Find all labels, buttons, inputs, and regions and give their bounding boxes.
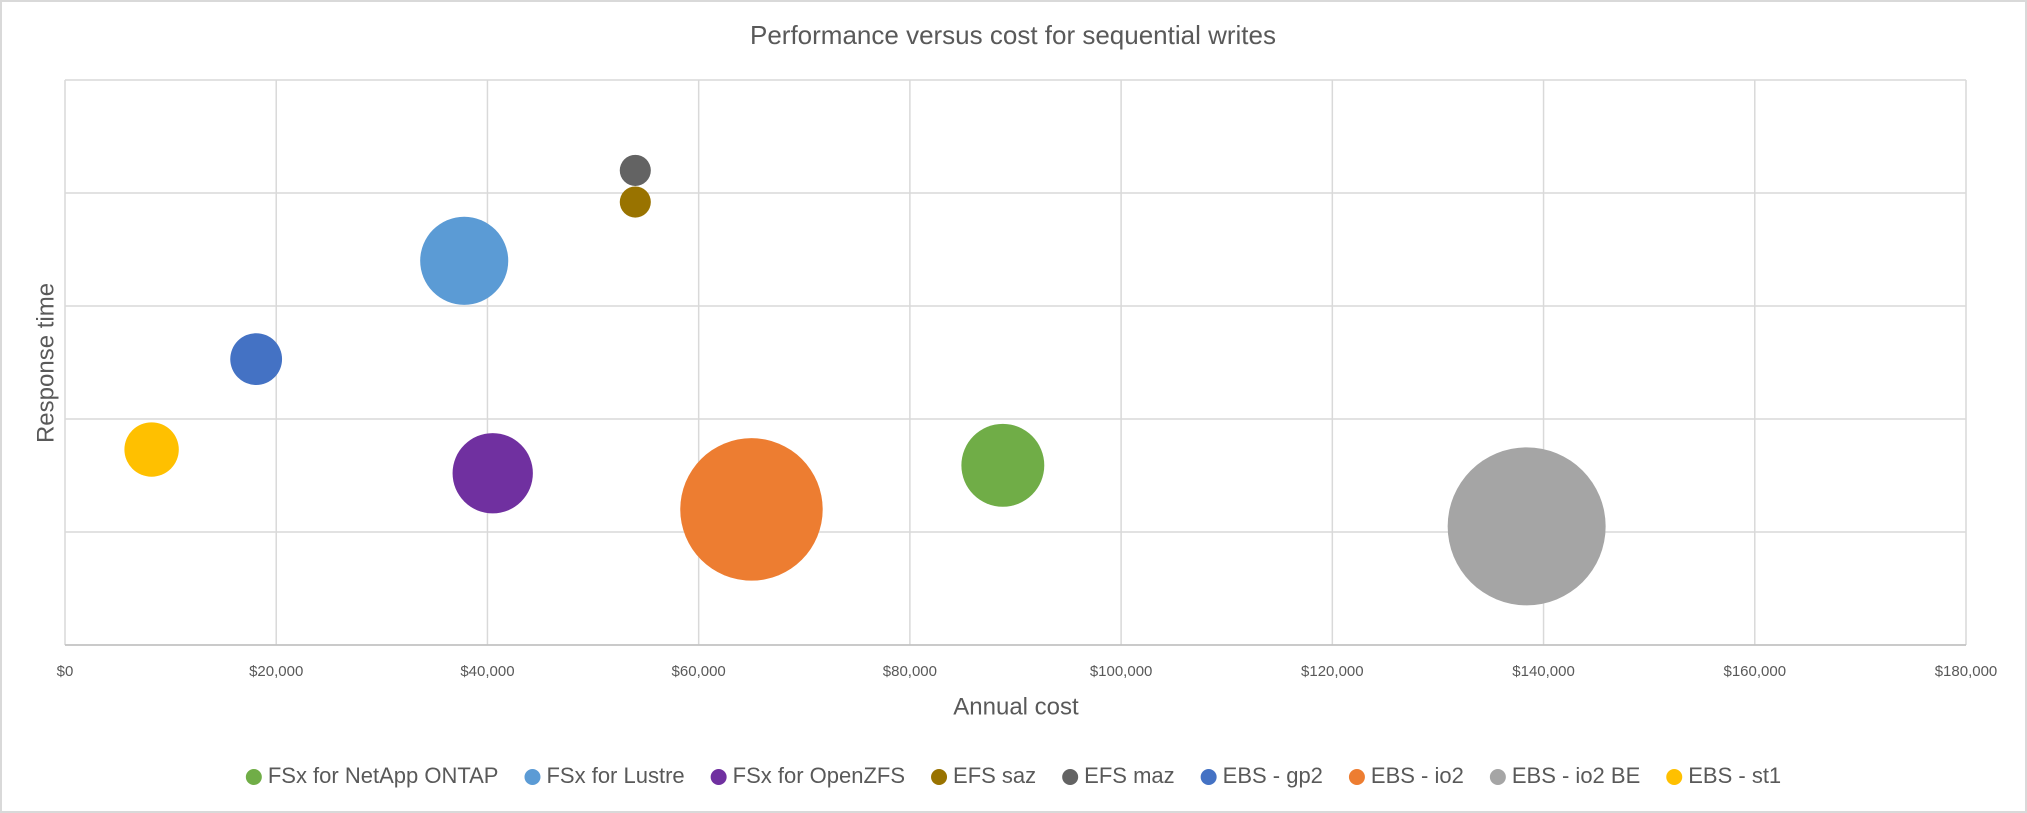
bubble bbox=[124, 422, 179, 477]
legend-marker bbox=[245, 769, 262, 785]
x-tick-label: $0 bbox=[57, 663, 74, 680]
x-tick-label: $140,000 bbox=[1512, 663, 1575, 680]
legend-label: FSx for OpenZFS bbox=[733, 763, 905, 788]
legend-marker bbox=[1489, 769, 1506, 785]
bubble bbox=[452, 433, 533, 514]
bubble bbox=[420, 216, 509, 305]
legend-marker bbox=[931, 769, 948, 785]
legend-marker bbox=[1200, 769, 1217, 785]
legend-marker bbox=[710, 769, 727, 785]
bubble bbox=[680, 438, 823, 581]
x-tick-label: $160,000 bbox=[1723, 663, 1786, 680]
legend-marker bbox=[1348, 769, 1365, 785]
legend-label: EFS saz bbox=[953, 763, 1036, 788]
y-axis-title: Response time bbox=[32, 283, 59, 443]
x-tick-label: $180,000 bbox=[1935, 663, 1998, 680]
x-tick-label: $80,000 bbox=[883, 663, 937, 680]
bubble bbox=[619, 154, 651, 186]
x-tick-label: $120,000 bbox=[1301, 663, 1364, 680]
legend-label: EFS maz bbox=[1084, 763, 1174, 788]
x-tick-label: $40,000 bbox=[460, 663, 514, 680]
x-tick-label: $60,000 bbox=[672, 663, 726, 680]
legend-label: EBS - io2 bbox=[1371, 763, 1464, 788]
legend-label: EBS - io2 BE bbox=[1512, 763, 1640, 788]
x-tick-label: $100,000 bbox=[1090, 663, 1153, 680]
legend: FSx for NetApp ONTAP FSx for Lustre FSx fo… bbox=[245, 763, 1781, 788]
legend-label: FSx for NetApp ONTAP bbox=[268, 763, 499, 788]
bubble bbox=[1447, 447, 1606, 606]
chart-title: Performance versus cost for sequential w… bbox=[750, 20, 1276, 50]
x-tick-label: $20,000 bbox=[249, 663, 303, 680]
bubble bbox=[230, 333, 283, 386]
legend-marker bbox=[524, 769, 541, 785]
legend-label: EBS - st1 bbox=[1688, 763, 1781, 788]
legend-label: EBS - gp2 bbox=[1223, 763, 1323, 788]
bubble bbox=[961, 423, 1045, 507]
x-axis-title: Annual cost bbox=[953, 693, 1079, 720]
bubble bbox=[619, 186, 651, 218]
legend-label: FSx for Lustre bbox=[546, 763, 684, 788]
legend-marker bbox=[1666, 769, 1683, 785]
legend-marker bbox=[1062, 769, 1079, 785]
